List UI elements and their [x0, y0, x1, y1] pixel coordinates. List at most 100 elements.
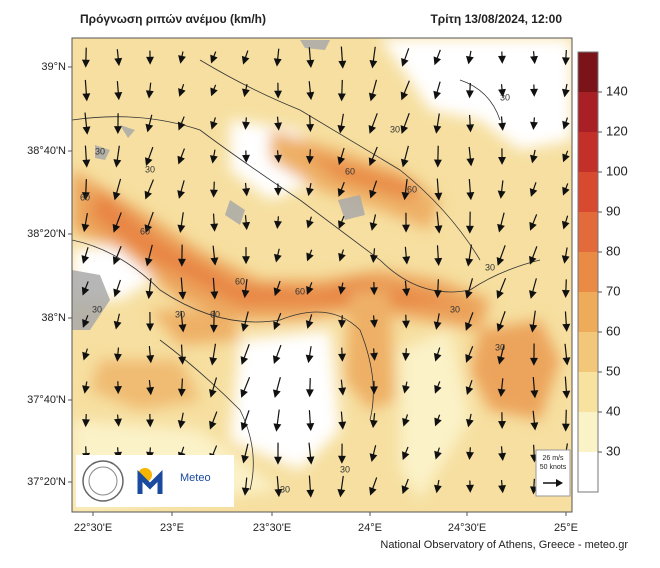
arrow-head	[146, 386, 155, 396]
wind-arrow	[466, 114, 475, 133]
arrow-shaft	[244, 477, 248, 490]
arrow-head	[113, 288, 121, 298]
colorbar-label: 100	[606, 163, 628, 178]
wind-arrow	[274, 183, 282, 196]
arrow-head	[498, 421, 507, 430]
wind-arrow	[465, 413, 474, 428]
map-frame	[71, 37, 573, 513]
colorbar-bin	[578, 452, 598, 492]
wind-arrow	[337, 475, 346, 498]
wind-arrow	[562, 117, 570, 130]
arrow-shaft	[404, 478, 409, 489]
arrow-head	[337, 488, 346, 498]
wind-arrow	[114, 414, 122, 427]
lon-label: 23°E	[160, 522, 184, 534]
arrow-head	[114, 418, 122, 427]
wind-arrow	[241, 477, 250, 496]
wind-arrow	[177, 148, 185, 165]
arrow-shaft	[340, 379, 343, 390]
wind-arrow	[145, 114, 154, 133]
lat-label: 37°20'N	[27, 476, 66, 488]
arrow-head	[306, 489, 315, 498]
wind-arrow	[146, 346, 155, 364]
wind-arrow	[530, 117, 538, 130]
arrow-shaft	[340, 46, 344, 63]
noa-seal	[82, 460, 124, 502]
arrow-head	[530, 121, 538, 130]
arrow-head	[273, 253, 282, 263]
wind-arrow	[498, 84, 506, 98]
wind-arrow	[466, 146, 475, 167]
contour-label: 60	[140, 226, 150, 236]
arrow-head	[338, 286, 346, 295]
wind-arrow	[465, 379, 474, 396]
lon-label: 22°30'E	[74, 522, 112, 534]
wind-arrow	[530, 410, 539, 431]
arrow-shaft	[403, 145, 409, 162]
arrow-head	[146, 354, 155, 364]
arrow-head	[210, 87, 218, 97]
arrow-shaft	[116, 49, 119, 60]
wind-arrow	[466, 179, 475, 201]
wind-arrow	[497, 378, 506, 398]
wind-arrow	[529, 278, 537, 299]
wind-arrow	[402, 280, 411, 297]
wind-arrow	[81, 47, 90, 68]
colorbar-label: 60	[606, 323, 620, 338]
wind-arrow	[82, 414, 90, 428]
arrow-head	[113, 126, 122, 135]
arrow-head	[209, 324, 218, 333]
arrow-head	[337, 156, 346, 166]
wind-arrow	[306, 249, 314, 262]
arrow-head	[529, 357, 538, 366]
arrow-head	[400, 91, 409, 101]
wind-arrow	[306, 47, 315, 69]
wind-arrow	[209, 181, 218, 198]
arrow-shaft	[147, 179, 154, 194]
wind-arrow	[498, 148, 506, 165]
arrow-head	[210, 223, 219, 232]
wind-arrow	[338, 315, 346, 329]
wind-arrow	[178, 51, 186, 64]
arrow-shaft	[180, 212, 184, 227]
arrow-head	[113, 353, 122, 362]
wind-arrow	[561, 49, 570, 66]
arrow-head	[497, 223, 505, 233]
wind-arrow	[240, 344, 250, 365]
colorbar-bin	[578, 332, 598, 372]
arrow-shaft	[147, 146, 154, 161]
arrow-head	[144, 157, 153, 167]
wind-arrow	[306, 183, 314, 197]
wind-arrow	[338, 379, 347, 396]
wind-arrow	[370, 315, 378, 328]
arrow-head	[401, 57, 409, 67]
wind-arrow	[274, 476, 283, 498]
wind-arrow	[529, 214, 538, 231]
wind-arrow	[465, 82, 474, 99]
arrow-head	[274, 456, 282, 465]
arrow-shaft	[308, 475, 312, 492]
arrow-head	[530, 55, 538, 65]
wind-arrow	[401, 478, 410, 495]
contour-label: 60	[345, 166, 355, 176]
wind-arrow	[306, 475, 315, 498]
wind-arrow	[402, 314, 410, 329]
arrow-shaft	[531, 246, 538, 260]
arrow-shaft	[467, 346, 474, 358]
wind-arrow	[82, 79, 91, 102]
wind-arrow	[306, 216, 314, 229]
arrow-head	[434, 417, 442, 427]
wind-arrow	[561, 409, 570, 432]
wind-arrow	[433, 49, 442, 66]
arrow-head	[82, 385, 90, 394]
arrow-head	[433, 159, 442, 168]
wind-arrow	[465, 346, 474, 363]
arrow-head	[114, 91, 123, 101]
arrow-head	[433, 125, 442, 134]
arrow-head	[562, 153, 570, 163]
arrow-head	[369, 486, 377, 496]
wind-arrow	[496, 311, 506, 332]
colorbar-label: 80	[606, 243, 620, 258]
arrow-head	[82, 351, 90, 361]
arrow-shaft	[275, 377, 281, 393]
